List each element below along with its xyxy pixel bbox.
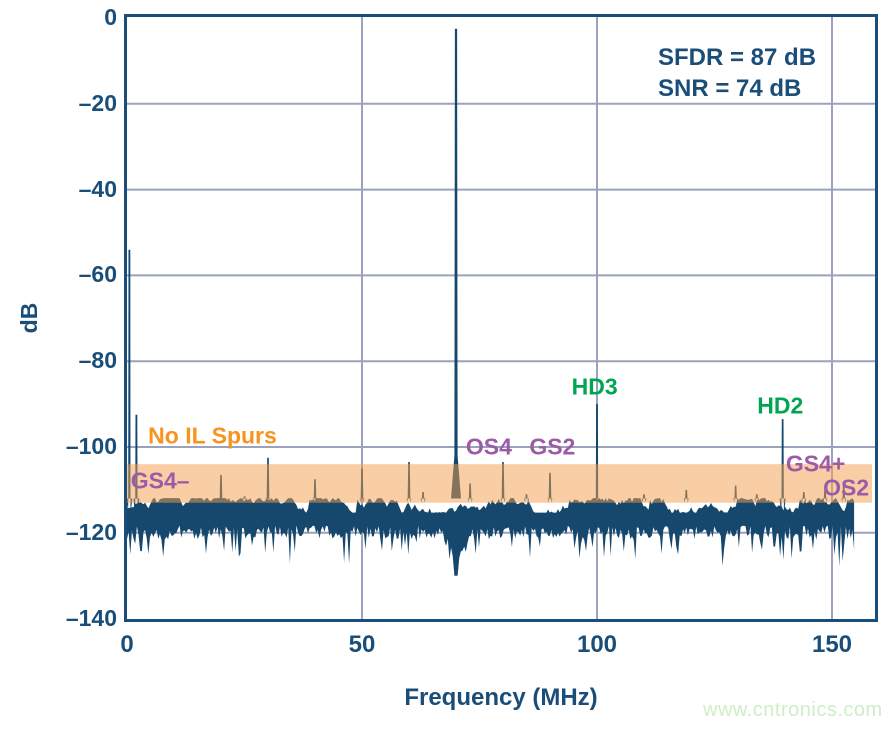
x-axis-title: Frequency (MHz) <box>404 684 598 711</box>
spur-label-hd3: HD3 <box>571 373 618 400</box>
snr-annotation: SNR = 74 dB <box>658 75 802 102</box>
spur-label-gs4: GS4– <box>130 467 190 494</box>
y-tick-label: –120 <box>65 518 117 545</box>
fundamental-spike <box>451 28 461 499</box>
performance-annotation: SFDR = 87 dB SNR = 74 dB <box>658 42 816 104</box>
y-tick-label: –20 <box>78 89 117 116</box>
x-tick-label: 150 <box>811 631 853 658</box>
watermark: www.cntronics.com <box>703 699 883 721</box>
spur-label-os2: OS2 <box>823 474 870 501</box>
spur-label-hd2: HD2 <box>757 392 804 419</box>
y-axis-title: dB <box>15 302 42 334</box>
y-tick-label: –40 <box>78 175 117 202</box>
x-tick-label: 100 <box>576 631 618 658</box>
sfdr-annotation: SFDR = 87 dB <box>658 44 817 71</box>
spur-spike <box>594 404 600 516</box>
x-tick-label: 0 <box>120 631 134 658</box>
spectrum-plot <box>127 17 875 619</box>
spur-spike <box>127 249 133 516</box>
spur-label-gs4: GS4+ <box>785 450 846 477</box>
y-tick-label: –60 <box>78 261 117 288</box>
y-tick-label: 0 <box>104 4 117 30</box>
noise-floor-trace <box>127 498 855 576</box>
spur-label-noilspurs: No IL Spurs <box>148 422 277 449</box>
x-tick-label: 50 <box>348 631 376 658</box>
il-band-highlight <box>127 464 872 503</box>
y-tick-label: –140 <box>65 604 117 631</box>
spur-label-os4: OS4 <box>465 433 512 460</box>
plot-frame <box>124 14 878 622</box>
y-tick-label: –100 <box>65 433 117 459</box>
spur-label-gs2: GS2 <box>529 433 576 460</box>
y-tick-label: –80 <box>78 347 117 374</box>
